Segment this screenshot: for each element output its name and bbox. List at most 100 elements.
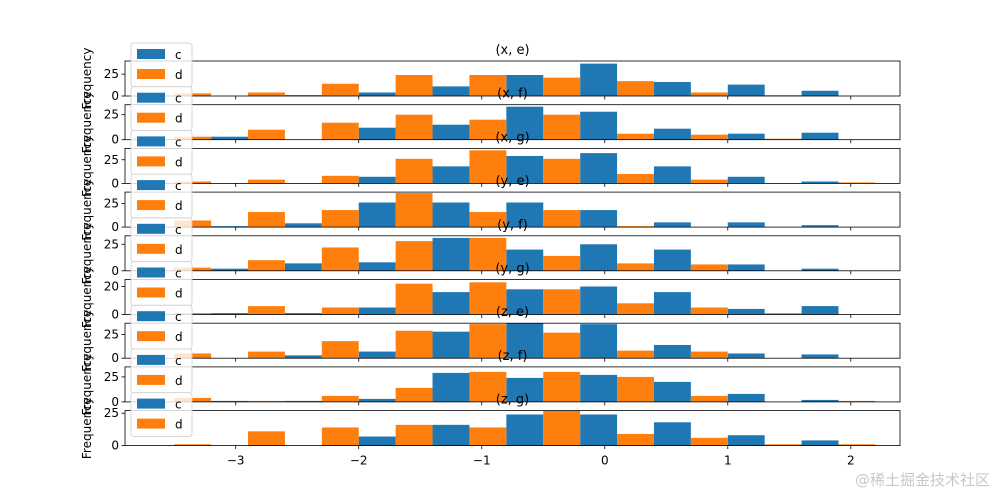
legend-label-c: c bbox=[175, 48, 182, 62]
bar-c-bin-8 bbox=[653, 292, 691, 315]
subplot-title: (x, g) bbox=[495, 130, 529, 145]
bar-c-bin-3 bbox=[284, 355, 322, 359]
bar-d-bin-2 bbox=[248, 211, 285, 228]
bar-c-bin-6 bbox=[506, 414, 544, 446]
bar-d-bin-8 bbox=[690, 307, 728, 315]
legend-swatch-d bbox=[137, 331, 165, 342]
legend-label-c: c bbox=[175, 267, 182, 281]
y-tick-label: 0 bbox=[111, 220, 119, 234]
bar-c-bin-4 bbox=[358, 436, 396, 446]
legend-8: cd bbox=[130, 348, 193, 394]
legend-4: cd bbox=[130, 173, 193, 219]
x-tick-label: 0 bbox=[601, 454, 609, 468]
bar-d-bin-6 bbox=[543, 210, 581, 228]
legend-label-c: c bbox=[175, 135, 182, 149]
bar-d-bin-8 bbox=[690, 395, 728, 402]
legend-9: cd bbox=[130, 392, 193, 438]
bar-d-bin-3 bbox=[321, 395, 359, 402]
bar-d-bin-6 bbox=[543, 410, 581, 446]
bar-d-bin-7 bbox=[617, 376, 654, 402]
bar-d-bin-6 bbox=[543, 289, 581, 315]
legend-label-c: c bbox=[175, 398, 182, 412]
bar-c-bin-8 bbox=[653, 249, 691, 271]
bar-c-bin-2 bbox=[211, 400, 249, 402]
bar-c-bin-3 bbox=[284, 263, 322, 271]
legend-label-d: d bbox=[175, 68, 183, 82]
bar-d-bin-6 bbox=[543, 77, 581, 97]
bar-d-bin-3 bbox=[321, 83, 359, 96]
legend-swatch-c bbox=[137, 180, 165, 191]
bar-c-bin-8 bbox=[653, 344, 691, 359]
bar-d-bin-10 bbox=[838, 400, 876, 402]
bar-d-bin-1 bbox=[174, 220, 212, 228]
bar-d-bin-4 bbox=[395, 241, 433, 271]
bar-d-bin-8 bbox=[690, 351, 728, 359]
bar-c-bin-3 bbox=[284, 223, 322, 228]
subplot-title: (y, f) bbox=[497, 218, 528, 233]
subplot-title: (z, g) bbox=[496, 393, 529, 408]
axes-frame bbox=[124, 191, 901, 228]
x-tick-label: −1 bbox=[473, 454, 491, 468]
bar-d-bin-2 bbox=[248, 179, 285, 184]
y-tick-label: 0 bbox=[111, 176, 119, 190]
bar-c-bin-8 bbox=[653, 166, 691, 184]
bar-c-bin-5 bbox=[432, 202, 470, 228]
subplot-6: 0 20 (y, g) Frequency bbox=[80, 262, 901, 328]
legend-swatch-c bbox=[137, 136, 165, 147]
bar-d-bin-5 bbox=[469, 324, 507, 359]
bar-d-bin-10 bbox=[838, 182, 876, 184]
axes-frame bbox=[124, 235, 901, 272]
bar-c-bin-9 bbox=[727, 435, 765, 446]
bar-c-bin-3 bbox=[284, 95, 322, 97]
bar-c-bin-10 bbox=[801, 225, 839, 228]
bar-c-bin-5 bbox=[432, 331, 470, 359]
legend-swatch-c bbox=[137, 92, 165, 103]
legend-1: cd bbox=[130, 42, 193, 88]
bar-c-bin-9 bbox=[727, 308, 765, 315]
bar-c-bin-9 bbox=[727, 353, 765, 359]
bar-d-bin-4 bbox=[395, 283, 433, 315]
axes-frame bbox=[124, 147, 901, 184]
bar-c-bin-4 bbox=[358, 176, 396, 184]
bar-d-bin-3 bbox=[321, 210, 359, 228]
legend-swatch-c bbox=[137, 49, 165, 59]
subplot-title: (x, f) bbox=[497, 87, 528, 102]
subplot-title: (z, e) bbox=[496, 305, 529, 320]
bar-d-bin-1 bbox=[174, 397, 212, 402]
subplot-3: 0 25 (x, g) Frequency bbox=[80, 130, 901, 197]
bar-c-bin-3 bbox=[284, 313, 322, 315]
axes-frame bbox=[124, 322, 901, 359]
bar-d-bin-8 bbox=[690, 179, 728, 184]
bar-c-bin-10 bbox=[801, 268, 839, 271]
y-axis-label: Frequency bbox=[80, 48, 94, 110]
y-tick-label: 0 bbox=[111, 395, 119, 409]
bar-d-bin-5 bbox=[469, 119, 507, 140]
bar-c-bin-10 bbox=[801, 181, 839, 184]
bar-d-bin-3 bbox=[321, 427, 359, 446]
bar-d-bin-5 bbox=[469, 75, 507, 96]
axes-frame bbox=[124, 60, 901, 97]
y-axis-label: Frequency bbox=[80, 222, 94, 284]
bar-c-bin-9 bbox=[727, 133, 765, 140]
bar-c-bin-7 bbox=[580, 210, 618, 228]
legend-swatch-d bbox=[137, 418, 165, 429]
bar-d-bin-5 bbox=[469, 371, 507, 402]
bar-c-bin-10 bbox=[801, 306, 839, 315]
bar-d-bin-4 bbox=[395, 114, 433, 140]
bar-d-bin-3 bbox=[321, 247, 359, 271]
bar-c-bin-4 bbox=[358, 307, 396, 315]
subplot-5: 0 25 (y, f) Frequency bbox=[80, 218, 901, 284]
bar-d-bin-10 bbox=[838, 444, 876, 446]
x-tick-label: 1 bbox=[724, 454, 732, 468]
y-tick-label: 25 bbox=[104, 370, 119, 384]
bar-d-bin-3 bbox=[321, 341, 359, 359]
bar-c-bin-7 bbox=[580, 111, 618, 140]
subplot-title: (z, f) bbox=[498, 349, 528, 364]
bar-d-bin-7 bbox=[617, 303, 654, 315]
legend-6: cd bbox=[130, 261, 193, 306]
bar-c-bin-8 bbox=[653, 128, 691, 140]
bar-d-bin-8 bbox=[690, 264, 728, 271]
bar-c-bin-5 bbox=[432, 124, 470, 140]
bar-d-bin-7 bbox=[617, 226, 654, 228]
legend-label-d: d bbox=[175, 199, 183, 213]
